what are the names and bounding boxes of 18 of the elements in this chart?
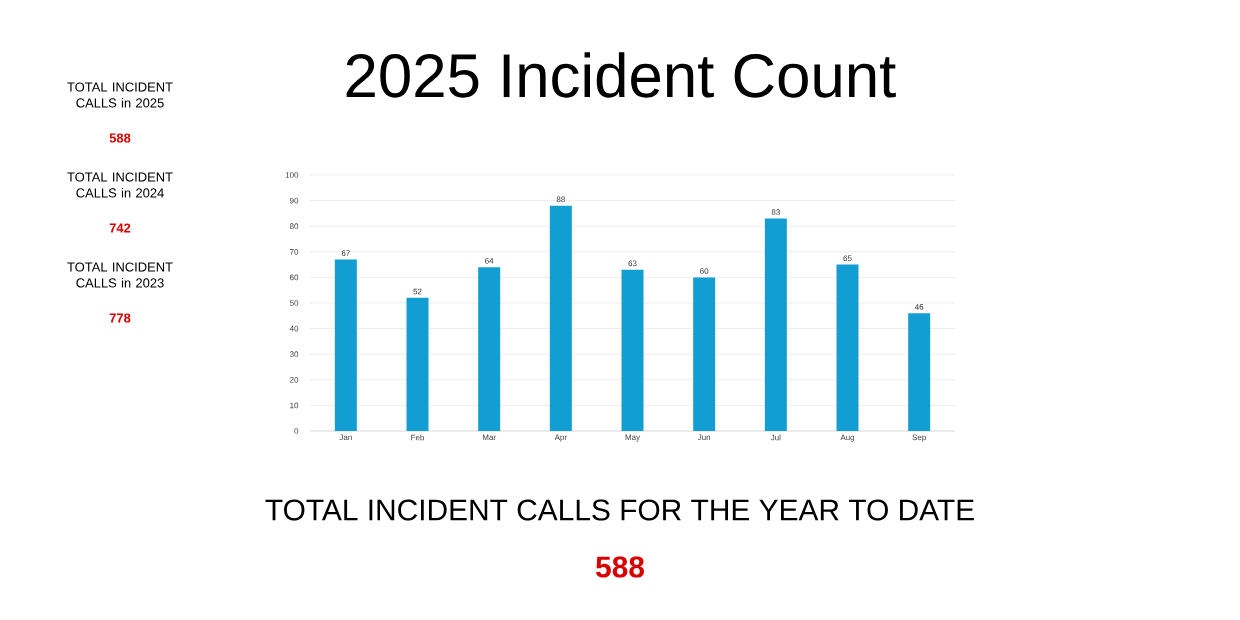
bar [478, 267, 501, 431]
bar [334, 259, 357, 431]
bar [406, 297, 429, 431]
text: TOTAL INCIDENT CALLS FOR THE YEAR TO DATE [265, 499, 974, 521]
bar [621, 269, 644, 431]
text: TOTAL INCIDENT CALLS in 2025 [67, 82, 173, 108]
bar [764, 218, 787, 431]
chart-title: 2025 Incident Count [346, 52, 896, 98]
text: 742 [109, 223, 131, 233]
bar [836, 264, 859, 431]
text: TOTAL INCIDENT CALLS in 2023 [67, 262, 173, 288]
text: 778 [109, 313, 131, 323]
bar [908, 313, 931, 431]
bar [549, 205, 572, 431]
text: 588 [109, 133, 131, 143]
text: TOTAL INCIDENT CALLS in 2024 [67, 172, 173, 198]
text: 588 [595, 556, 645, 578]
bar [693, 277, 716, 431]
